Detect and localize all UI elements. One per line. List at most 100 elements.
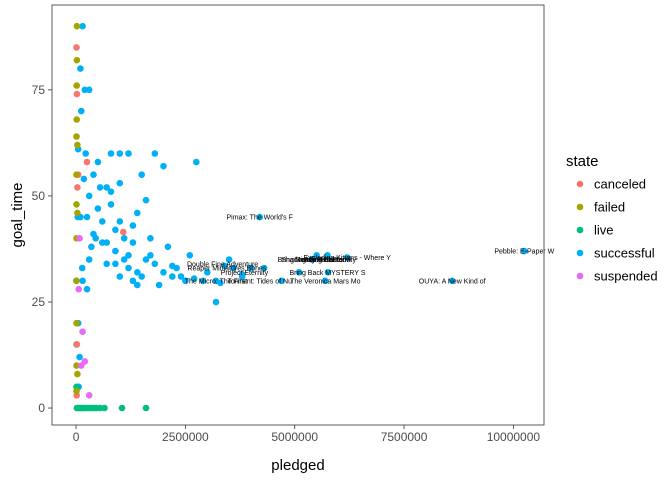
point-successful-3 (308, 256, 316, 263)
point-failed-9 (73, 319, 80, 327)
point-failed-0 (73, 22, 81, 30)
point-failed-5 (73, 171, 80, 178)
point-annotation-0: Pebble: E-Paper W (494, 249, 554, 256)
point-successful-11 (225, 256, 233, 263)
point-successful-43 (81, 86, 89, 94)
x-axis-title: pledged (271, 457, 324, 474)
point-successful-32 (129, 222, 137, 229)
point-canceled-4 (73, 90, 81, 98)
y-tick-label-0: 0 (38, 401, 45, 415)
point-canceled-1 (83, 158, 91, 166)
point-successful-7 (343, 254, 351, 261)
point-failed-13 (74, 209, 81, 217)
legend-key-live (576, 226, 584, 234)
point-suspended-4 (76, 235, 83, 242)
point-annotation-6: Mighty No. 9 (295, 257, 334, 264)
point-annotation-2: Pimax: The World's F (226, 215, 292, 222)
point-canceled-5 (73, 341, 81, 348)
point-suspended-3 (78, 362, 85, 369)
point-successful-39 (94, 158, 102, 166)
point-successful-85 (82, 150, 89, 157)
point-successful-75 (107, 188, 115, 195)
point-successful-24 (125, 264, 132, 272)
point-successful-74 (116, 218, 124, 225)
point-successful-93 (278, 277, 285, 285)
point-successful-5 (322, 277, 329, 285)
point-annotation-7: Pillars of Eternity (303, 257, 356, 264)
point-successful-50 (76, 353, 83, 361)
point-successful-0 (521, 247, 528, 255)
point-successful-94 (295, 269, 303, 276)
point-successful-73 (134, 269, 141, 276)
point-successful-54 (83, 213, 91, 221)
point-successful-61 (173, 264, 180, 272)
point-successful-90 (190, 275, 198, 282)
point-successful-40 (90, 171, 97, 178)
point-failed-11 (73, 387, 80, 395)
point-successful-1 (448, 277, 456, 285)
point-successful-80 (92, 235, 99, 242)
point-canceled-0 (120, 228, 127, 236)
point-successful-28 (125, 150, 132, 157)
point-successful-10 (221, 262, 228, 270)
point-canceled-7 (73, 44, 80, 51)
point-successful-44 (79, 277, 86, 285)
point-successful-81 (88, 243, 95, 251)
x-tick-label-0: 0 (73, 430, 80, 444)
point-annotation-13: The Veronica Mars Mo (290, 278, 361, 285)
x-tick-label-3: 7500000 (381, 430, 428, 444)
point-successful-56 (94, 205, 102, 212)
legend-label-suspended: suspended (594, 269, 658, 284)
point-successful-78 (112, 260, 119, 268)
point-successful-23 (129, 277, 137, 285)
point-annotation-10: Project Eternity (221, 270, 269, 277)
point-failed-2 (73, 82, 80, 89)
point-failed-4 (73, 133, 80, 140)
point-successful-36 (107, 150, 115, 157)
legend-title: state (566, 153, 599, 170)
point-failed-12 (74, 141, 81, 149)
point-successful-2 (324, 252, 331, 259)
point-successful-17 (169, 273, 176, 280)
point-successful-68 (155, 281, 163, 289)
point-annotation-9: Reaper Miniatures Bones (187, 266, 266, 273)
point-successful-20 (151, 260, 159, 268)
point-successful-86 (78, 264, 86, 272)
point-suspended-5 (75, 285, 82, 293)
point-successful-58 (116, 179, 124, 187)
point-successful-47 (77, 65, 84, 72)
annotation-layer: Pebble: E-Paper W OUYA: A New Kind of Pima… (185, 215, 555, 286)
panel-border (51, 4, 545, 426)
point-successful-71 (129, 239, 137, 246)
point-successful-37 (103, 260, 110, 268)
point-successful-13 (212, 298, 220, 306)
point-successful-59 (138, 171, 145, 178)
point-live-0 (142, 404, 150, 412)
point-annotation-5: Bring Reading Rainbow (278, 257, 352, 264)
point-successful-41 (85, 256, 93, 263)
point-successful-64 (230, 264, 237, 272)
x-tick-label-1: 2500000 (162, 430, 209, 444)
point-successful-19 (160, 269, 167, 276)
y-tick-label-3: 75 (32, 83, 46, 97)
point-successful-27 (116, 150, 124, 157)
legend-label-live: live (594, 223, 614, 238)
point-successful-35 (107, 201, 115, 208)
point-suspended-0 (85, 392, 93, 399)
point-successful-46 (79, 22, 86, 30)
point-failed-3 (73, 116, 80, 123)
point-successful-14 (193, 158, 200, 166)
point-successful-22 (138, 273, 145, 280)
point-successful-92 (260, 264, 268, 272)
point-successful-70 (147, 235, 154, 242)
point-successful-45 (83, 285, 91, 293)
points-layer (73, 22, 528, 412)
y-tick-label-1: 25 (32, 295, 46, 309)
point-successful-72 (120, 235, 128, 242)
point-failed-14 (74, 370, 81, 378)
legend-key-successful (576, 249, 584, 257)
point-failed-1 (73, 56, 81, 64)
point-successful-26 (116, 273, 124, 280)
